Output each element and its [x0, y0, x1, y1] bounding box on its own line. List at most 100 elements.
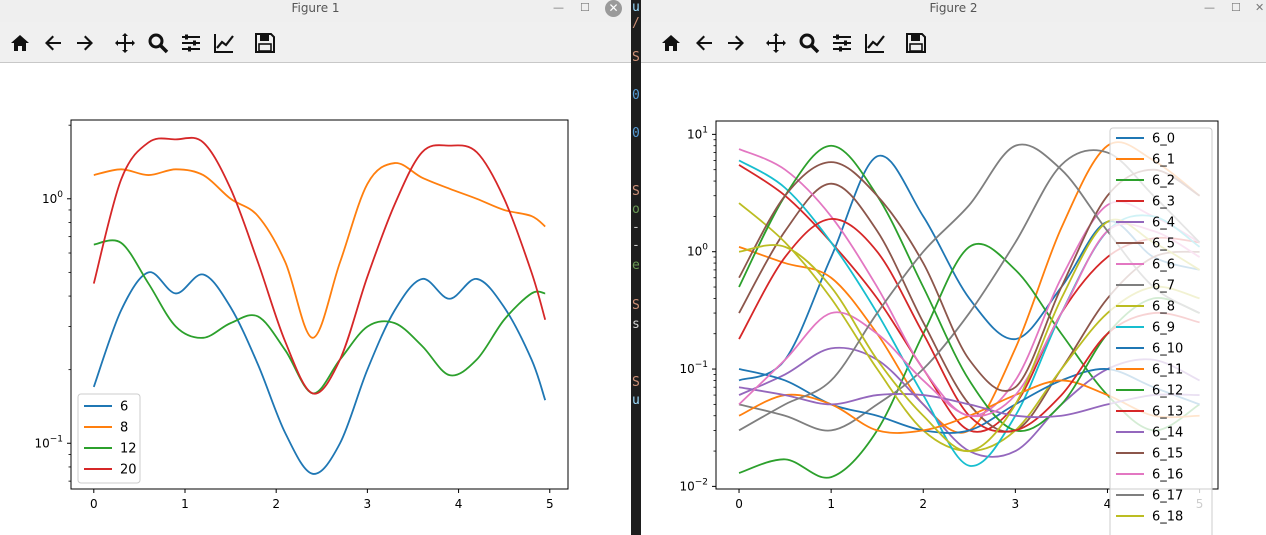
- series-line-12: [93, 239, 546, 395]
- terminal-text: S: [632, 184, 640, 199]
- x-tick-label: 0: [90, 497, 98, 511]
- terminal-text: -: [632, 220, 640, 235]
- minimize-icon[interactable]: —: [1204, 1, 1215, 14]
- edit-axis-curves-icon[interactable]: [211, 31, 237, 55]
- back-arrow-icon[interactable]: [40, 31, 66, 55]
- legend-box: [1109, 127, 1213, 535]
- x-tick-label: 1: [181, 497, 189, 511]
- axes-frame: [715, 120, 1219, 490]
- legend-label-6_10: 6_10: [1152, 342, 1183, 357]
- legend-label-6_18: 6_18: [1152, 510, 1183, 525]
- y-tick-label: 101: [687, 125, 708, 141]
- legend-label-6_11: 6_11: [1152, 363, 1183, 378]
- legend-label-6_13: 6_13: [1152, 405, 1183, 420]
- terminal-text: u: [632, 0, 640, 15]
- x-tick-label: 0: [735, 497, 743, 511]
- terminal-text: -: [632, 238, 640, 253]
- legend-label-6_3: 6_3: [1152, 195, 1175, 210]
- terminal-text: S: [632, 298, 640, 313]
- home-icon[interactable]: [658, 31, 684, 55]
- legend-label-6_2: 6_2: [1152, 174, 1175, 189]
- y-tick-label: 10−1: [34, 434, 63, 450]
- legend-label-6_1: 6_1: [1152, 153, 1175, 168]
- series-line-6_5: [738, 182, 1200, 433]
- legend-box: [77, 393, 141, 484]
- edit-axis-curves-icon[interactable]: [862, 31, 888, 55]
- terminal-text: S: [632, 375, 640, 390]
- legend-label-6_4: 6_4: [1152, 216, 1175, 231]
- terminal-text: 0: [632, 126, 640, 141]
- legend-label-6: 6: [120, 400, 128, 415]
- series-line-8: [93, 162, 546, 339]
- series-line-20: [92, 136, 547, 395]
- zoom-magnifier-icon[interactable]: [796, 31, 822, 55]
- figure-1-window: Figure 1 — ☐ ✕ 0 1 2 3 4 5 100 10−1 6 8 12 20: [0, 0, 631, 535]
- save-floppy-icon[interactable]: [903, 31, 929, 55]
- legend-label-6_17: 6_17: [1152, 489, 1183, 504]
- forward-arrow-icon[interactable]: [72, 31, 98, 55]
- legend-label-6_8: 6_8: [1152, 300, 1175, 315]
- configure-subplots-icon[interactable]: [829, 31, 855, 55]
- terminal-text: s: [632, 317, 640, 332]
- maximize-icon[interactable]: ☐: [580, 1, 590, 14]
- terminal-text: e: [632, 258, 640, 273]
- legend-label-6_6: 6_6: [1152, 258, 1175, 273]
- series-line-6_1: [738, 141, 1201, 434]
- legend-label-6_15: 6_15: [1152, 447, 1183, 462]
- pan-move-icon[interactable]: [112, 31, 138, 55]
- figure-2-window: Figure 2 — ☐ ✕ 01234510110010−110−26_06_…: [641, 0, 1266, 535]
- x-tick-label: 1: [827, 497, 835, 511]
- y-tick-label: 10−2: [679, 477, 708, 493]
- y-tick-label: 10−1: [679, 360, 708, 376]
- minimize-icon[interactable]: —: [553, 1, 564, 14]
- close-icon[interactable]: ✕: [1255, 1, 1265, 14]
- terminal-text: /: [632, 16, 640, 31]
- window-title: Figure 1: [291, 1, 340, 15]
- back-arrow-icon[interactable]: [691, 31, 717, 55]
- legend-label-20: 20: [120, 463, 137, 478]
- legend: 6 8 12 20: [77, 393, 141, 484]
- window-title: Figure 2: [929, 1, 978, 15]
- figure-2-chart: 01234510110010−110−26_06_16_26_36_46_56_…: [679, 120, 1219, 535]
- x-tick-label: 3: [364, 497, 372, 511]
- legend-label-6_14: 6_14: [1152, 426, 1183, 441]
- x-tick-label: 4: [1104, 497, 1112, 511]
- legend-label-6_9: 6_9: [1152, 321, 1175, 336]
- maximize-icon[interactable]: ☐: [1231, 1, 1241, 14]
- legend-label-6_7: 6_7: [1152, 279, 1175, 294]
- legend-label-6_0: 6_0: [1152, 132, 1175, 147]
- x-tick-label: 3: [1012, 497, 1020, 511]
- x-tick-label: 2: [919, 497, 927, 511]
- series-line-6: [92, 271, 547, 475]
- y-tick-label: 100: [687, 243, 708, 259]
- configure-subplots-icon[interactable]: [178, 31, 204, 55]
- terminal-text: S: [632, 50, 640, 65]
- legend-label-6_5: 6_5: [1152, 237, 1175, 252]
- close-icon[interactable]: ✕: [605, 0, 622, 17]
- figure-2-titlebar[interactable]: Figure 2 — ☐ ✕: [641, 0, 1266, 22]
- legend: 6_0 6_1 6_2 6_3 6_4 6_5 6_6 6_7 6_8 6_9 6_10 6_11 6_…: [1109, 127, 1213, 535]
- x-tick-label: 5: [546, 497, 554, 511]
- axes-frame: [70, 119, 569, 490]
- y-tick-label: 100: [42, 190, 63, 206]
- forward-arrow-icon[interactable]: [723, 31, 749, 55]
- series-line-6_15: [738, 161, 1201, 392]
- legend-label-6_16: 6_16: [1152, 468, 1183, 483]
- pan-move-icon[interactable]: [763, 31, 789, 55]
- terminal-text: u: [632, 393, 640, 408]
- series-lines: [92, 136, 547, 475]
- legend-label-6_12: 6_12: [1152, 384, 1183, 399]
- terminal-text: 0: [632, 88, 640, 103]
- legend-label-12: 12: [120, 442, 137, 457]
- save-floppy-icon[interactable]: [252, 31, 278, 55]
- figure-2-toolbar: [641, 22, 1266, 63]
- x-tick-label: 2: [272, 497, 280, 511]
- x-tick-label: 4: [455, 497, 463, 511]
- figure-1-titlebar[interactable]: Figure 1 — ☐ ✕: [0, 0, 631, 22]
- home-icon[interactable]: [7, 31, 33, 55]
- terminal-text: o: [632, 202, 640, 217]
- figure-1-toolbar: [0, 22, 631, 63]
- zoom-magnifier-icon[interactable]: [145, 31, 171, 55]
